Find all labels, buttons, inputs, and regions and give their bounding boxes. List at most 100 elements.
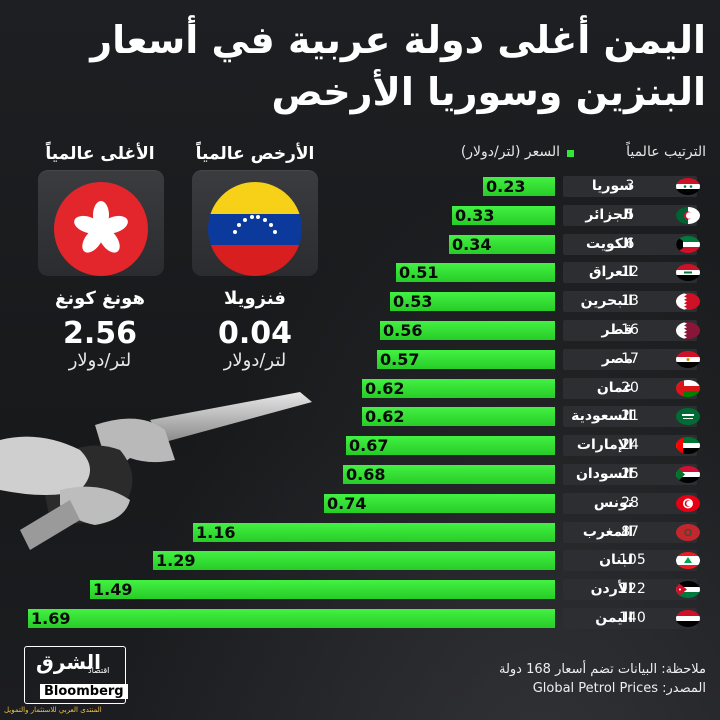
rank-label: 16 xyxy=(621,322,639,338)
country-label: الجزائر xyxy=(585,206,633,223)
priciest-country: هونغ كونغ xyxy=(55,288,145,309)
logo-box xyxy=(24,646,126,704)
bar-value-label: 0.23 xyxy=(486,177,526,196)
asharq-logo: الشرق xyxy=(36,650,102,674)
bar-value-label: 1.69 xyxy=(31,609,71,628)
rank-row-background xyxy=(563,291,697,313)
cheapest-label: الأرخص عالمياً xyxy=(195,144,315,164)
country-label: السعودية xyxy=(571,408,633,425)
rank-row-background xyxy=(563,608,697,629)
country-label: السودان xyxy=(575,466,633,482)
rank-label: 25 xyxy=(621,466,639,482)
rank-row-background xyxy=(563,521,697,543)
bar xyxy=(324,493,555,513)
rank-row-background xyxy=(563,233,697,255)
oman-flag-icon xyxy=(676,379,700,397)
bar-value-label: 0.62 xyxy=(365,407,405,427)
country-label: الكويت xyxy=(585,235,633,252)
country-label: المغرب xyxy=(582,523,633,540)
rank-label: 12 xyxy=(621,264,639,281)
hong-kong-flag-icon xyxy=(54,182,148,276)
bar-value-label: 0.33 xyxy=(455,205,495,225)
rank-label: 6 xyxy=(625,235,635,252)
syria-flag-icon xyxy=(676,178,700,195)
priciest-price: 2.56 xyxy=(62,316,138,351)
bar-value-label: 0.62 xyxy=(365,378,405,398)
uae-flag-icon xyxy=(676,437,700,455)
rank-column-header: الترتيب عالمياً xyxy=(626,144,706,160)
bar-value-label: 0.53 xyxy=(393,292,433,312)
rank-row-background xyxy=(563,262,697,284)
rank-row-background xyxy=(563,550,697,572)
rank-label: 20 xyxy=(621,379,639,396)
venezuela-flag-icon xyxy=(208,182,302,276)
bar xyxy=(362,407,555,427)
bar-value-label: 0.57 xyxy=(380,349,420,369)
bar-value-label: 0.74 xyxy=(327,493,367,513)
rank-label: 28 xyxy=(621,494,639,511)
bar-value-label: 1.49 xyxy=(93,580,133,600)
rank-label: 13 xyxy=(621,293,639,310)
bar-value-label: 0.56 xyxy=(383,321,423,340)
bar-value-label: 0.51 xyxy=(399,263,439,283)
bar xyxy=(28,609,555,628)
rank-row-background xyxy=(563,406,697,428)
bar xyxy=(343,465,555,484)
rank-label: 122 xyxy=(619,581,646,598)
rank-row-background xyxy=(563,435,697,457)
country-label: قطر xyxy=(601,322,633,338)
bar xyxy=(390,292,555,312)
bar-value-label: 1.16 xyxy=(196,522,236,542)
rank-label: 5 xyxy=(625,206,635,223)
bar xyxy=(377,349,555,369)
bar-value-label: 1.29 xyxy=(156,551,196,571)
rank-row-background xyxy=(563,579,697,601)
bar xyxy=(452,205,555,225)
asharq-logo-sub: اقتصاد xyxy=(88,666,110,675)
fuel-nozzle-illustration xyxy=(0,392,312,550)
sudan-flag-icon xyxy=(676,466,700,483)
yemen-flag-icon xyxy=(676,610,700,627)
rank-row-background xyxy=(563,176,697,197)
rank-row-background xyxy=(563,348,697,370)
bar xyxy=(449,234,555,254)
cheapest-price: 0.04 xyxy=(217,316,293,351)
rank-label: 24 xyxy=(621,437,639,454)
bloomberg-logo: Bloomberg xyxy=(40,684,128,699)
price-column-header: السعر (لتر/دولار) xyxy=(460,144,560,160)
qatar-flag-icon xyxy=(676,322,700,339)
bar-value-label: 0.68 xyxy=(346,465,386,484)
bar xyxy=(380,321,555,340)
bar xyxy=(346,436,555,456)
algeria-flag-icon xyxy=(676,206,700,224)
bar xyxy=(483,177,555,196)
legend-square-icon xyxy=(567,150,574,157)
bar xyxy=(193,522,555,542)
bar-value-label: 0.34 xyxy=(452,234,492,254)
rank-row-background xyxy=(563,377,697,399)
bar xyxy=(153,551,555,571)
footer-note: ملاحظة: البيانات تضم أسعار 168 دولة xyxy=(498,662,706,677)
saudi-flag-icon xyxy=(676,408,700,426)
priciest-label: الأغلى عالمياً xyxy=(45,144,155,164)
kuwait-flag-icon xyxy=(676,235,700,253)
lebanon-flag-icon xyxy=(676,552,700,570)
morocco-flag-icon xyxy=(676,523,700,541)
country-label: العراق xyxy=(589,264,633,281)
rank-label: 17 xyxy=(621,350,639,367)
country-label: البحرين xyxy=(580,293,633,310)
cheapest-country: فنزويلا xyxy=(224,288,286,309)
country-label: لبنان xyxy=(599,552,633,569)
country-label: الأردن xyxy=(590,581,633,598)
bar xyxy=(362,378,555,398)
egypt-flag-icon xyxy=(676,350,700,368)
rank-label: 21 xyxy=(621,408,639,425)
bar xyxy=(90,580,555,600)
rank-row-background xyxy=(563,320,697,341)
jordan-flag-icon xyxy=(676,581,700,599)
bar-value-label: 0.67 xyxy=(349,436,389,456)
rank-label: 87 xyxy=(621,523,639,540)
country-label: اليمن xyxy=(595,610,633,626)
country-label: مصر xyxy=(601,350,633,367)
rank-row-background xyxy=(563,204,697,226)
